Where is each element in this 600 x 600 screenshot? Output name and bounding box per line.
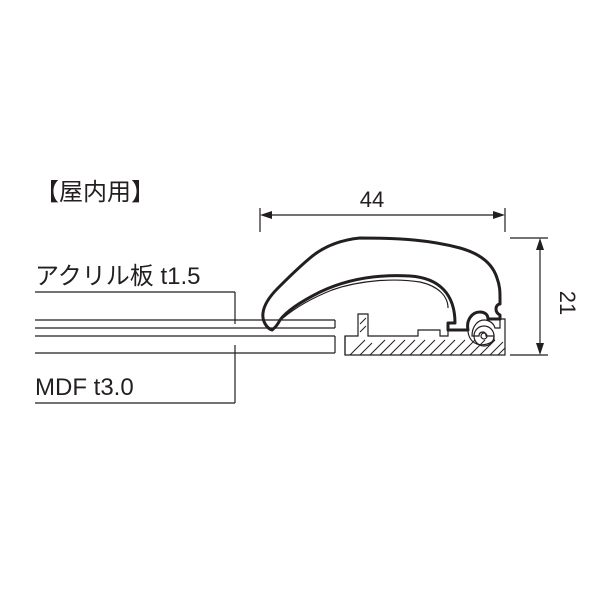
acrylic-label: アクリル板 t1.5 — [35, 263, 201, 290]
mdf-label: MDF t3.0 — [35, 374, 134, 401]
diagram-title: 【屋内用】 — [35, 179, 155, 206]
dimension-width-value: 44 — [360, 187, 384, 212]
frame-cross-section-diagram: 【屋内用】 アクリル板 t1.5 MDF t3.0 — [0, 0, 600, 600]
snap-cover-profile — [263, 238, 500, 330]
dimension-height-value: 21 — [555, 291, 580, 315]
dimension-width: 44 — [260, 187, 505, 232]
dimension-height: 21 — [510, 238, 580, 355]
base-extrusion-profile — [345, 314, 505, 355]
